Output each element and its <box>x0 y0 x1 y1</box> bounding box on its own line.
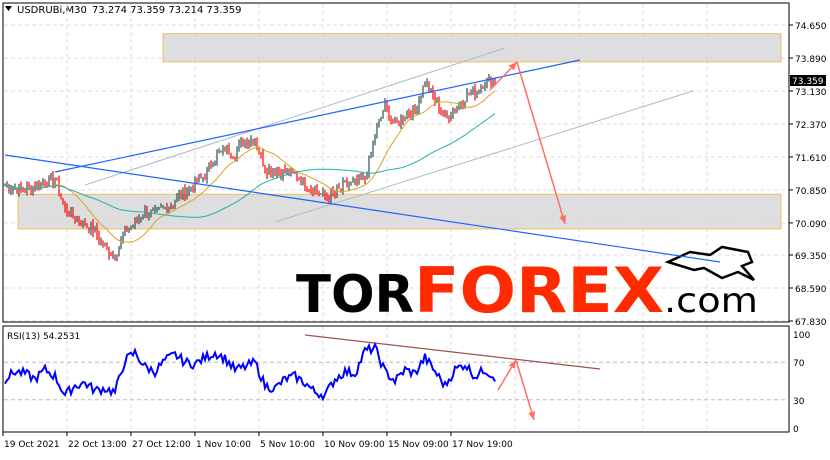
rsi-pane-frame <box>2 325 790 433</box>
torforex-logo: TOR FOREX .com <box>296 245 758 327</box>
current-price-label: 73.359 <box>792 77 824 87</box>
rsi-line <box>4 342 496 402</box>
rsi-arrow-up-head <box>508 360 516 369</box>
time-tick-label: 27 Oct 12:00 <box>132 440 191 450</box>
logo-forex: FOREX <box>414 254 664 327</box>
trendline-down <box>4 154 721 263</box>
bull-icon <box>664 245 755 282</box>
price-tick-label: 67.830 <box>795 318 827 328</box>
logo-tor: TOR <box>296 265 414 325</box>
ohlc-label: 73.274 73.359 73.214 73.359 <box>92 5 242 16</box>
arrow-down <box>516 61 566 225</box>
rsi-tick-label: 0 <box>793 425 799 435</box>
time-tick-label: 5 Nov 10:00 <box>260 440 315 450</box>
price-tick-label: 69.350 <box>795 252 827 262</box>
price-tag: 73.359 <box>790 75 826 87</box>
rsi-trendline <box>304 334 601 370</box>
rsi-arrow-down-head <box>528 411 535 420</box>
triangle-down-icon[interactable] <box>5 6 12 11</box>
main-pane-frame <box>2 2 790 323</box>
logo-com: .com <box>664 281 758 321</box>
price-tick-label: 70.850 <box>795 187 827 197</box>
slow-ma-line <box>4 113 496 218</box>
fast-ma-line <box>4 90 496 243</box>
price-zone <box>162 33 782 63</box>
price-tick-label: 68.590 <box>795 285 827 295</box>
time-tick-label: 17 Nov 19:00 <box>452 440 513 450</box>
trendline-up <box>54 59 581 173</box>
time-tick-label: 15 Nov 09:00 <box>388 440 449 450</box>
price-tick-label: 71.610 <box>795 154 827 164</box>
time-tick-label: 10 Nov 09:00 <box>324 440 385 450</box>
support-resistance-zones <box>17 33 782 230</box>
price-tick-label: 72.370 <box>795 121 827 131</box>
rsi-arrow-down <box>515 359 535 421</box>
price-tick-label: 70.090 <box>795 220 827 230</box>
moving-averages <box>4 90 496 243</box>
price-tick-label: 73.890 <box>795 55 827 65</box>
drawings <box>4 47 721 421</box>
time-tick-label: 19 Oct 2021 <box>4 440 60 450</box>
time-tick-label: 1 Nov 10:00 <box>196 440 251 450</box>
arrow-down-head <box>559 215 567 224</box>
rsi-tick-label: 100 <box>793 331 810 341</box>
channel-line-lower <box>274 90 694 223</box>
rsi-polyline <box>4 342 496 402</box>
rsi-label: RSI(13) 54.2531 <box>7 332 80 342</box>
arrow-up-head <box>508 62 517 71</box>
channel-line-upper <box>84 47 506 186</box>
price-tick-label: 74.650 <box>795 22 827 32</box>
price-axis[interactable]: 74.650 73.890 73.130 72.370 71.610 70.850 70.0… <box>789 22 827 328</box>
rsi-tick-label: 70 <box>793 359 805 369</box>
time-tick-label: 22 Oct 13:00 <box>68 440 127 450</box>
price-tick-label: 73.130 <box>795 88 827 98</box>
rsi-tick-label: 30 <box>793 397 805 407</box>
rsi-axis: 100 70 30 0 <box>793 331 810 435</box>
candles <box>4 73 496 262</box>
symbol-label: USDRUBi,M30 <box>17 5 87 16</box>
time-axis[interactable]: 19 Oct 2021 22 Oct 13:00 27 Oct 12:00 1 Nov… <box>2 432 513 450</box>
